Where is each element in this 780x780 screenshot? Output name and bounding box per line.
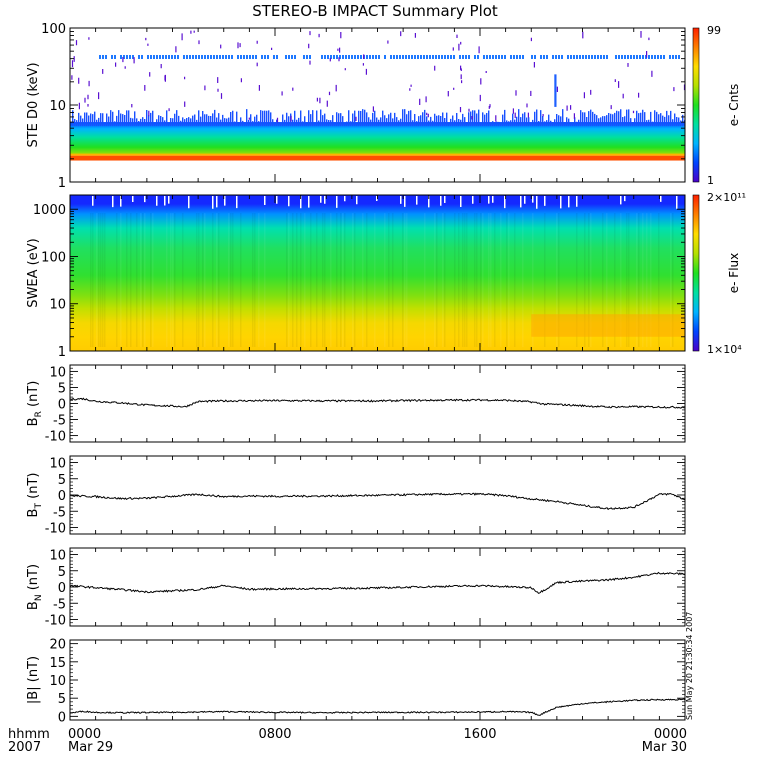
series-line-bn: [69, 571, 686, 594]
y-tick-label: 20: [49, 638, 66, 653]
y-tick-label: 100: [41, 22, 66, 37]
footer-year: 2007: [8, 740, 41, 755]
panel-frame: [69, 364, 686, 443]
figure-title: STEREO-B IMPACT Summary Plot: [252, 2, 498, 20]
panel-frame: [69, 547, 686, 627]
y-tick-label: 10: [49, 365, 66, 380]
y-tick-label: 0: [58, 489, 66, 504]
y-axis-label: |B| (nT): [26, 656, 41, 704]
swea-orange-region: [531, 314, 685, 337]
series-line-br: [69, 397, 686, 409]
panel-ste: 1 10 100 STE D0 (keV): [26, 22, 686, 191]
swea-texture-light: [96, 213, 672, 347]
y-axis-label: STE D0 (keV): [26, 62, 41, 147]
y-axis-label: BR (nT): [26, 381, 44, 427]
colorbar-label-1: e- Flux: [727, 253, 741, 293]
panel-swea: 1 10 100 1000 SWEA (eV): [26, 194, 686, 360]
x-tick-sublabel: Mar 29: [68, 740, 113, 755]
ste-scatter: [71, 30, 686, 123]
y-tick-label: -5: [53, 414, 66, 429]
ste-band-edge: [70, 153, 685, 156]
ste-band: [70, 155, 685, 161]
panel-br: -10-50 510 BR (nT): [26, 364, 686, 445]
x-tick-label: 0000: [654, 727, 687, 742]
y-tick-label: -10: [45, 430, 66, 445]
panel-frame: [69, 455, 686, 535]
y-tick-label: 1000: [33, 203, 66, 218]
y-tick-label: 10: [49, 99, 66, 114]
panel-frame: [69, 639, 686, 721]
x-tick-label: 0800: [258, 727, 291, 742]
y-tick-label: -5: [53, 505, 66, 520]
colorbar-min-label-0: 1: [707, 174, 714, 187]
x-tick-label: 0000: [68, 727, 101, 742]
x-tick-sublabel: Mar 30: [642, 740, 687, 755]
colorbar-0: [692, 27, 700, 183]
y-tick-label: 0: [58, 398, 66, 413]
y-tick-label: 5: [58, 381, 66, 396]
y-tick-label: 10: [49, 674, 66, 689]
colorbar-max-label-1: 2×10¹¹: [707, 191, 746, 204]
y-tick-label: -10: [45, 522, 66, 537]
swea-top-notches: [92, 196, 678, 209]
y-axis-label: BT (nT): [26, 473, 44, 518]
y-axis-label: SWEA (eV): [26, 238, 41, 307]
ste-spectrogram: [70, 30, 686, 161]
y-tick-label: 5: [58, 473, 66, 488]
y-tick-label: -10: [45, 614, 66, 629]
y-tick-label: 10: [49, 298, 66, 313]
series-line-b: [69, 698, 686, 716]
colorbar-1: [692, 194, 700, 352]
timestamp-label: Sun May 20 21:30:34 2007: [685, 612, 694, 720]
y-tick-label: 10: [49, 549, 66, 564]
y-tick-label: 5: [58, 565, 66, 580]
colorbar-max-label-0: 99: [707, 24, 721, 37]
colorbar-label-0: e- Cnts: [727, 84, 741, 126]
y-tick-label: 0: [58, 710, 66, 725]
panel-b: 0 5 10 15 20 |B| (nT): [26, 638, 686, 725]
y-tick-label: 100: [41, 250, 66, 265]
footer-hhmm: hhmm: [8, 727, 50, 742]
y-tick-label: 1: [58, 176, 66, 191]
y-axis-label: BN (nT): [26, 564, 44, 610]
y-tick-label: 0: [58, 581, 66, 596]
series-line-bt: [69, 492, 686, 511]
y-tick-label: -5: [53, 597, 66, 612]
y-tick-label: 10: [49, 457, 66, 472]
swea-spectrogram: [70, 195, 685, 351]
ste-continuum-spikes: [70, 109, 686, 127]
ste-continuum: [70, 122, 685, 156]
x-tick-label: 1600: [463, 727, 496, 742]
ste-transient: [554, 74, 557, 107]
y-tick-label: 15: [49, 656, 66, 671]
ste-fixed-line: [99, 55, 680, 60]
y-tick-label: 1: [58, 345, 66, 360]
y-tick-label: 5: [58, 692, 66, 707]
colorbar-min-label-1: 1×10⁴: [707, 343, 742, 356]
